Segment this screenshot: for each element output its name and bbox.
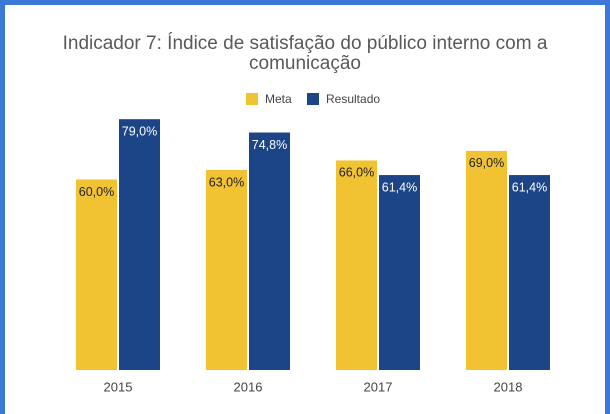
data-label: 79,0% xyxy=(122,124,157,138)
data-label: 63,0% xyxy=(209,175,244,189)
bar xyxy=(379,175,420,370)
data-label: 60,0% xyxy=(79,185,114,199)
data-label: 69,0% xyxy=(469,156,504,170)
bar xyxy=(336,160,377,370)
legend-label: Meta xyxy=(265,92,292,106)
bar xyxy=(119,119,160,370)
chart-title: Indicador 7: Índice de satisfação do púb… xyxy=(62,33,548,74)
x-tick-label: 2018 xyxy=(494,379,523,394)
bar xyxy=(466,150,507,370)
data-label: 61,4% xyxy=(382,180,417,194)
legend-swatch xyxy=(246,93,258,105)
x-tick-label: 2015 xyxy=(104,379,133,394)
x-tick-label: 2017 xyxy=(364,379,393,394)
data-label: 66,0% xyxy=(339,166,374,180)
bar xyxy=(76,179,117,370)
legend-label: Resultado xyxy=(326,92,380,106)
legend-swatch xyxy=(307,93,319,105)
data-label: 74,8% xyxy=(252,138,287,152)
bar xyxy=(206,169,247,370)
bar xyxy=(249,132,290,370)
bar xyxy=(509,175,550,370)
data-label: 61,4% xyxy=(512,180,547,194)
x-tick-label: 2016 xyxy=(234,379,263,394)
